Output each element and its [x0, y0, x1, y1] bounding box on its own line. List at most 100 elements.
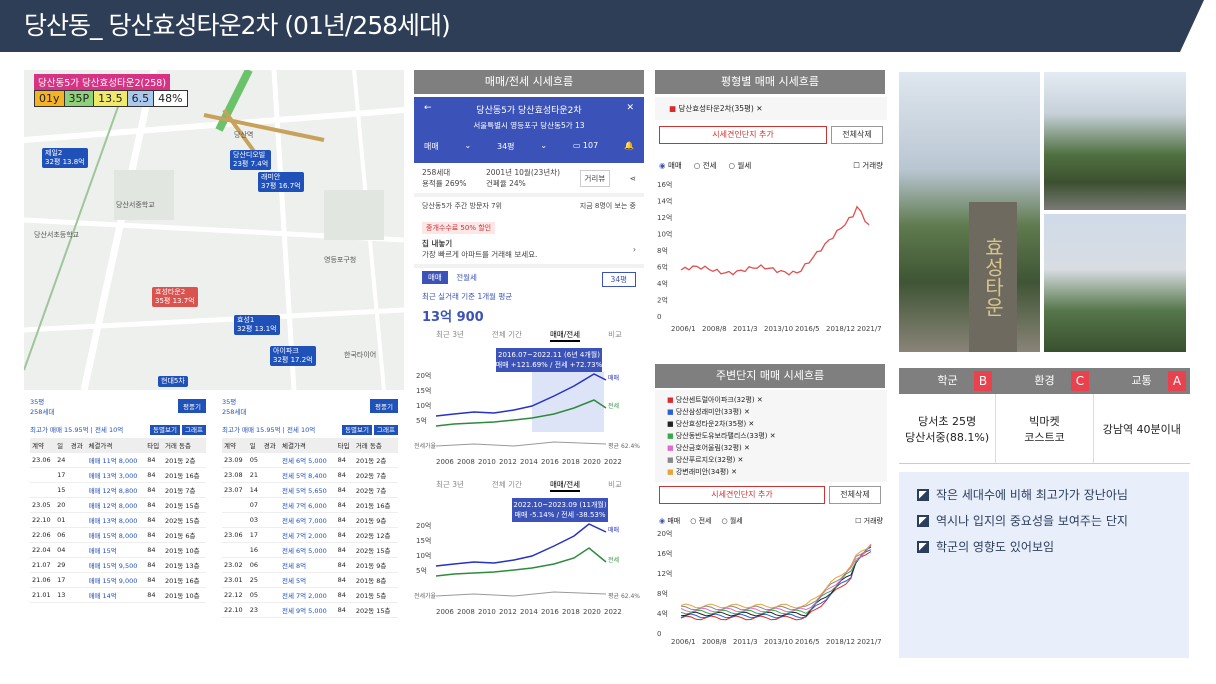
map-marker-selected[interactable]: 효성타운2 35평 13.7억 [152, 287, 198, 307]
x-tick-label: 2006 [436, 608, 454, 616]
radio-sale[interactable]: ◉ 매매 [659, 161, 682, 170]
size-dropdown[interactable]: 34평 [601, 272, 636, 287]
table-cell: 23.06 [222, 527, 248, 543]
table-cell [261, 542, 280, 558]
comment-icon[interactable]: ▭ [572, 141, 581, 150]
table-row: 22.12 05 전세 7억 2,000 84 201동 5층 [222, 587, 398, 603]
table-cell: 201동 8층 [353, 572, 398, 588]
radio-monthly[interactable]: ○ 월세 [728, 161, 752, 170]
graph-tab[interactable]: 그래프 [374, 425, 398, 435]
table-cell: 24 [55, 452, 69, 468]
radio-sale[interactable]: ◉ 매매 [659, 517, 681, 525]
table-cell: 전세 6억 5,000 [279, 542, 336, 558]
sell-title: 집 내놓기 [422, 239, 453, 248]
legend-item[interactable]: ■ 당산삼성래미안(33평) ✕ [667, 408, 750, 416]
table-cell: 13 [55, 587, 69, 603]
table-cell: 84 [145, 452, 163, 468]
table-cell: 84 [335, 602, 354, 618]
chevron-down-icon: ⌄ [540, 141, 548, 150]
table-cell: 전세 5억 [279, 572, 336, 588]
note-item: 작은 세대수에 비해 최고가가 장난아님 [917, 486, 1171, 503]
stat-year: 01y [35, 91, 65, 106]
chart-tab-compare[interactable]: 비교 [608, 480, 622, 489]
remove-icon[interactable]: ✕ [756, 104, 763, 113]
volume-checkbox[interactable]: ☐ 거래량 [853, 161, 883, 170]
chart-tab-all[interactable]: 전체 기간 [491, 330, 522, 339]
tab-rent[interactable]: 전월세 [456, 273, 477, 282]
deal-select[interactable]: 매매 [424, 142, 439, 151]
table-cell: 전세 7억 2,000 [279, 527, 336, 543]
price-chart-2: 2022.10~2023.09 (11개월) 매매 -5.14% / 전세 -3… [414, 498, 640, 616]
svg-text:전세가율: 전세가율 [414, 592, 437, 600]
volume-checkbox[interactable]: ☐ 거래량 [855, 517, 883, 525]
table-cell [30, 467, 56, 483]
entrance-sign: 효성타운 [969, 202, 1017, 352]
range-box-detail: 매매 +121.69% / 전세 +72.73% [496, 360, 603, 369]
chart-tab-sale-jeonse[interactable]: 매매/전세 [549, 329, 581, 342]
table-cell: 23.05 [30, 497, 56, 513]
back-icon[interactable]: ← [424, 103, 432, 113]
table-cell [261, 527, 280, 543]
share-icon[interactable]: ⋖ [629, 173, 636, 183]
table-cell: 84 [335, 467, 354, 483]
svg-text:15억: 15억 [416, 537, 431, 545]
size-select[interactable]: 34평 [497, 142, 515, 151]
street-view-button[interactable]: 거리뷰 [579, 169, 611, 187]
table-cell: 매매 13억 3,000 [86, 467, 146, 483]
legend-item[interactable]: ■ 당산효성타운2차(35평) ✕ [667, 420, 755, 428]
chart-tab-3y[interactable]: 최근 3년 [436, 480, 464, 489]
environment-grade-badge: C [1071, 371, 1089, 391]
table-cell: 84 [335, 527, 354, 543]
svg-text:평균 62.4%: 평균 62.4% [608, 442, 640, 450]
table-cell: 84 [335, 572, 354, 588]
clear-all-button[interactable]: 전체삭제 [829, 486, 881, 504]
map-marker[interactable]: 제일2 32평 13.8억 [42, 148, 88, 168]
table-row: 23.09 05 전세 6억 5,000 84 201동 2층 [222, 452, 398, 468]
dong-view-tab[interactable]: 동별보기 [150, 425, 180, 435]
table-cell [222, 542, 248, 558]
notes-box: 작은 세대수에 비해 최고가가 장난아님 역시나 입지의 중요성을 보여주는 단… [899, 472, 1189, 658]
map-marker[interactable]: 현대5차 [158, 376, 188, 387]
x-tick-label: 2012 [499, 458, 517, 466]
graph-tab[interactable]: 그래프 [182, 425, 206, 435]
map-marker[interactable]: 아이파크 32평 17.2억 [270, 346, 316, 366]
complex-name: 당산동5가 당산효성타운2차 [476, 106, 582, 116]
pyeong-chart-header: 평형별 매매 시세흐름 [655, 70, 885, 94]
legend-item[interactable]: ■ 당산센트럴아이파크(32평) ✕ [667, 396, 763, 404]
map-marker[interactable]: 당산디오빌 23평 7.4억 [230, 150, 272, 170]
bell-icon[interactable]: 🔔 [623, 141, 634, 150]
x-tick-label: 2020 [583, 608, 601, 616]
dong-view-tab[interactable]: 동별보기 [342, 425, 372, 435]
pyeong-button[interactable]: 평풍기 [178, 399, 206, 413]
radio-jeonse[interactable]: ○ 전세 [693, 161, 717, 170]
table-cell [261, 572, 280, 588]
table-cell [261, 497, 280, 513]
chart-tab-3y[interactable]: 최근 3년 [436, 330, 464, 339]
clear-all-button[interactable]: 전체삭제 [831, 126, 883, 144]
map-marker[interactable]: 효성1 32평 13.1억 [234, 315, 280, 335]
chart-tab-compare[interactable]: 비교 [608, 330, 622, 339]
transport-value: 강남역 40분이내 [1102, 422, 1181, 436]
legend-item[interactable]: ■ 당산푸르지오(32평) ✕ [667, 456, 744, 464]
map-view[interactable]: 당산동5가 당산효성타운2(258) 01y 35P 13.5 6.5 48% … [24, 70, 404, 390]
column-header: 거래 동층 [162, 438, 206, 453]
radio-jeonse[interactable]: ○ 전세 [690, 517, 712, 525]
add-complex-button[interactable]: 시세견인단지 추가 [659, 126, 827, 144]
pyeong-button[interactable]: 평풍기 [370, 399, 398, 413]
radio-monthly[interactable]: ○ 월세 [721, 517, 743, 525]
table-cell: 17 [55, 467, 69, 483]
close-icon[interactable]: ✕ [626, 103, 634, 113]
table-cell: 201동 16층 [162, 572, 206, 588]
add-complex-button[interactable]: 시세견인단지 추가 [659, 486, 825, 504]
chart-tab-sale-jeonse[interactable]: 매매/전세 [549, 479, 581, 492]
legend-item[interactable]: ■ 당산금호어울림(32평) ✕ [667, 444, 750, 452]
legend-item[interactable]: ■ 당산동반도유보라팰리스(33평) ✕ [667, 432, 776, 440]
tab-sale[interactable]: 매매 [422, 271, 448, 284]
table-cell: 17 [247, 527, 262, 543]
legend-item[interactable]: ■ 강변래미안(34평) ✕ [667, 468, 737, 476]
table-cell: 201동 7층 [162, 482, 206, 498]
sell-listing[interactable]: 집 내놓기 가장 빠르게 아파트를 거래해 보세요. › [414, 234, 644, 264]
map-marker[interactable]: 래미안 37평 16.7억 [258, 172, 304, 192]
nearby-line-chart: 20억 16억 12억 8억 4억 0 2006/1 2008/8 2011/3 2013/10… [657, 530, 882, 646]
chart-tab-all[interactable]: 전체 기간 [491, 480, 522, 489]
